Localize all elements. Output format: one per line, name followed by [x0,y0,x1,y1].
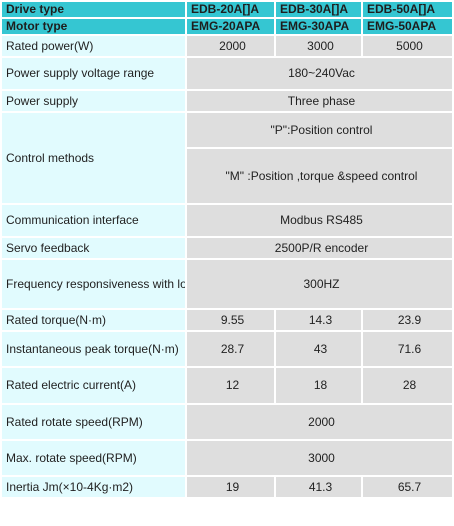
rated-torque-value-1: 9.55 [187,310,274,330]
peak-torque-row: Instantaneous peak torque(N·m) 28.7 43 7… [2,332,452,366]
rated-speed-value: 2000 [187,405,452,439]
control-position-value: "P":Position control [187,113,452,147]
drive-model-3: EDB-50A[]A [363,2,452,17]
inertia-value-2: 41.3 [276,477,361,497]
inertia-row: Inertia Jm(×10-4Kg·m2) 19 41.3 65.7 [2,477,452,497]
rated-speed-row: Rated rotate speed(RPM) 2000 [2,405,452,439]
comm-label: Communication interface [2,205,185,236]
control-multi-value: "M" :Position ,torque &speed control [187,149,452,203]
motor-model-3: EMG-50APA [363,19,452,34]
power-supply-row: Power supply Three phase [2,91,452,111]
rated-power-value-2: 3000 [276,36,361,56]
rated-speed-label: Rated rotate speed(RPM) [2,405,185,439]
rated-torque-row: Rated torque(N·m) 9.55 14.3 23.9 [2,310,452,330]
rated-power-row: Rated power(W) 2000 3000 5000 [2,36,452,56]
drive-type-row: Drive type EDB-20A[]A EDB-30A[]A EDB-50A… [2,2,452,17]
rated-torque-value-2: 14.3 [276,310,361,330]
drive-model-1: EDB-20A[]A [187,2,274,17]
current-value-2: 18 [276,368,361,403]
control-row-p: Control methods "P":Position control [2,113,452,203]
control-methods-label: Control methods [2,113,185,203]
current-value-1: 12 [187,368,274,403]
voltage-value: 180~240Vac [187,58,452,89]
motor-type-row: Motor type EMG-20APA EMG-30APA EMG-50APA [2,19,452,34]
spec-table: Drive type EDB-20A[]A EDB-30A[]A EDB-50A… [2,2,452,497]
rated-power-value-3: 5000 [363,36,452,56]
current-label: Rated electric current(A) [2,368,185,403]
peak-torque-value-1: 28.7 [187,332,274,366]
motor-model-1: EMG-20APA [187,19,274,34]
rated-power-value-1: 2000 [187,36,274,56]
inertia-label: Inertia Jm(×10-4Kg·m2) [2,477,185,497]
inertia-value-1: 19 [187,477,274,497]
rated-torque-label: Rated torque(N·m) [2,310,185,330]
peak-torque-value-3: 71.6 [363,332,452,366]
frequency-value: 300HZ [187,260,452,308]
frequency-row: Frequency responsiveness with load 300HZ [2,260,452,308]
drive-model-2: EDB-30A[]A [276,2,361,17]
power-supply-label: Power supply [2,91,185,111]
drive-type-label: Drive type [2,2,185,17]
feedback-value: 2500P/R encoder [187,238,452,258]
comm-value: Modbus RS485 [187,205,452,236]
feedback-row: Servo feedback 2500P/R encoder [2,238,452,258]
current-row: Rated electric current(A) 12 18 28 [2,368,452,403]
voltage-row: Power supply voltage range 180~240Vac [2,58,452,89]
peak-torque-value-2: 43 [276,332,361,366]
current-value-3: 28 [363,368,452,403]
max-speed-row: Max. rotate speed(RPM) 3000 [2,441,452,475]
rated-torque-value-3: 23.9 [363,310,452,330]
max-speed-label: Max. rotate speed(RPM) [2,441,185,475]
inertia-value-3: 65.7 [363,477,452,497]
rated-power-label: Rated power(W) [2,36,185,56]
motor-type-label: Motor type [2,19,185,34]
peak-torque-label: Instantaneous peak torque(N·m) [2,332,185,366]
feedback-label: Servo feedback [2,238,185,258]
comm-row: Communication interface Modbus RS485 [2,205,452,236]
max-speed-value: 3000 [187,441,452,475]
motor-model-2: EMG-30APA [276,19,361,34]
voltage-label: Power supply voltage range [2,58,185,89]
frequency-label: Frequency responsiveness with load [2,260,185,308]
power-supply-value: Three phase [187,91,452,111]
control-row-m: "M" :Position ,torque &speed control [2,149,452,203]
